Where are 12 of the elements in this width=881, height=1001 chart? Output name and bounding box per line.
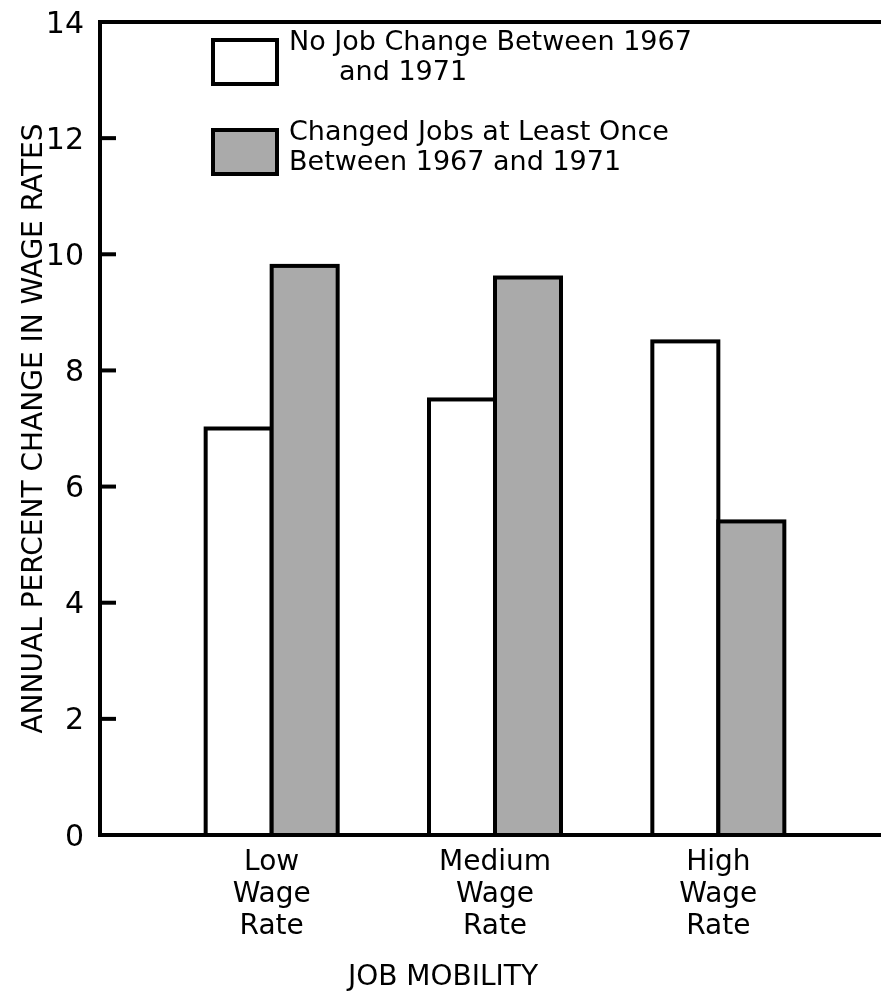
x-tick-label: Low Wage Rate (232, 844, 311, 941)
y-tick-label: 4 (64, 585, 84, 621)
y-tick-label: 2 (64, 701, 84, 737)
y-tick-label: 8 (64, 352, 84, 388)
y-tick-label: 14 (45, 4, 84, 40)
y-tick-label: 6 (64, 469, 84, 505)
y-tick-label: 0 (64, 817, 84, 853)
legend-label: No Job Change Between 1967 and 1971 (289, 25, 692, 86)
legend-label: Changed Jobs at Least Once Between 1967 and 1971 (289, 115, 669, 176)
x-axis-title: JOB MOBILITY (345, 959, 539, 992)
x-tick-label: High Wage Rate (679, 844, 758, 941)
x-tick-label: Medium Wage Rate (439, 844, 551, 941)
